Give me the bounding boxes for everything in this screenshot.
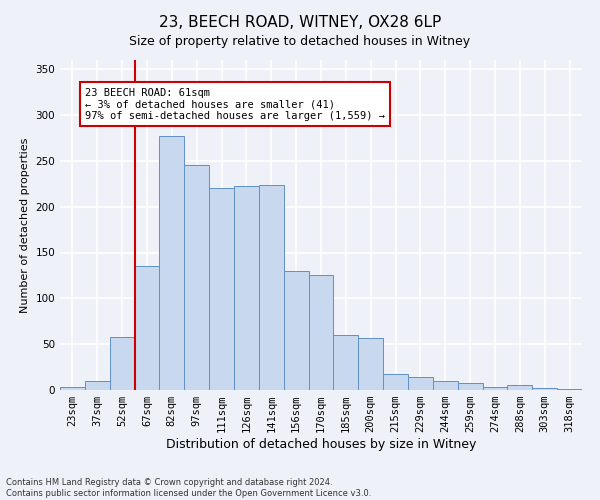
Bar — [482, 387, 508, 390]
Bar — [433, 381, 458, 390]
Bar — [532, 388, 557, 390]
Bar — [383, 374, 408, 390]
Bar — [408, 377, 433, 390]
X-axis label: Distribution of detached houses by size in Witney: Distribution of detached houses by size … — [166, 438, 476, 451]
Text: 23, BEECH ROAD, WITNEY, OX28 6LP: 23, BEECH ROAD, WITNEY, OX28 6LP — [159, 15, 441, 30]
Bar — [508, 386, 532, 390]
Bar — [334, 335, 358, 390]
Bar — [557, 389, 582, 390]
Bar — [209, 188, 234, 390]
Y-axis label: Number of detached properties: Number of detached properties — [20, 138, 30, 312]
Bar — [134, 266, 160, 390]
Bar — [184, 166, 209, 390]
Bar — [110, 337, 134, 390]
Bar — [308, 276, 334, 390]
Text: 23 BEECH ROAD: 61sqm
← 3% of detached houses are smaller (41)
97% of semi-detach: 23 BEECH ROAD: 61sqm ← 3% of detached ho… — [85, 88, 385, 120]
Bar — [60, 387, 85, 390]
Bar — [358, 338, 383, 390]
Bar — [234, 186, 259, 390]
Text: Size of property relative to detached houses in Witney: Size of property relative to detached ho… — [130, 35, 470, 48]
Bar — [160, 136, 184, 390]
Bar — [284, 271, 308, 390]
Bar — [85, 381, 110, 390]
Bar — [458, 382, 482, 390]
Bar — [259, 184, 284, 390]
Text: Contains HM Land Registry data © Crown copyright and database right 2024.
Contai: Contains HM Land Registry data © Crown c… — [6, 478, 371, 498]
